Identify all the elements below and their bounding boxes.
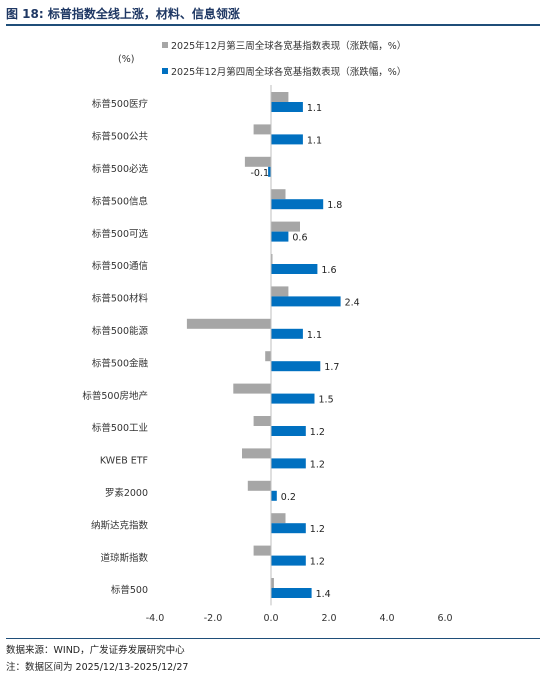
bar-week3 [186, 318, 271, 329]
bar-week3 [253, 416, 271, 426]
bar-week4 [271, 134, 303, 145]
bar-chart: (%) 2025年12月第三周全球各宽基指数表现（涨跌幅，%） 2025年12月… [82, 40, 453, 624]
legend-label-week4: 2025年12月第四周全球各宽基指数表现（涨跌幅，%） [171, 66, 406, 78]
category-label: 标普500可选 [92, 228, 149, 240]
bar-week4 [271, 199, 324, 210]
category-label: 纳斯达克指数 [91, 519, 149, 531]
bar-week4 [271, 264, 318, 274]
bar-week4 [271, 296, 341, 307]
category-label: 标普500能源 [92, 325, 149, 337]
legend-swatch-week3 [162, 42, 168, 48]
category-label: 罗素2000 [105, 487, 148, 499]
category-label: 标普500材料 [92, 293, 149, 305]
x-tick-label: 4.0 [379, 613, 394, 624]
legend-swatch-week4 [162, 68, 168, 74]
data-label: 1.2 [310, 459, 325, 470]
bar-week4 [271, 555, 306, 566]
data-label: 1.8 [327, 200, 342, 211]
data-label: 1.5 [319, 395, 334, 406]
x-tick-label: -4.0 [146, 613, 165, 624]
bar-week4 [271, 328, 303, 339]
bar-week3 [253, 124, 271, 135]
category-label: 标普500 [111, 584, 148, 596]
figure-title: 图 18: 标普指数全线上涨，材料、信息领涨 [6, 7, 240, 21]
category-label: 标普500工业 [92, 422, 148, 434]
bar-week3 [271, 92, 289, 102]
bar-week3 [271, 286, 289, 297]
x-tick-label: 6.0 [437, 613, 452, 624]
bar-week3 [253, 545, 271, 556]
category-label: 标普500信息 [92, 195, 148, 207]
data-label: 0.6 [292, 233, 307, 244]
data-label: 1.1 [307, 135, 322, 146]
bars-group [186, 92, 341, 598]
bar-week4 [271, 361, 321, 372]
data-label: 1.2 [310, 427, 325, 438]
bar-week3 [271, 221, 300, 232]
x-tick-label: 2.0 [321, 613, 336, 624]
category-labels: 标普500医疗标普500公共标普500必选标普500信息标普500可选标普500… [82, 98, 148, 596]
figure-footer: 数据来源：WIND，广发证券发展研究中心 注：数据区间为 2025/12/13-… [6, 638, 540, 676]
data-label: 1.1 [307, 330, 322, 341]
legend-label-week3: 2025年12月第三周全球各宽基指数表现（涨跌幅，%） [171, 40, 406, 52]
bar-week4 [271, 588, 312, 598]
data-label: 2.4 [345, 297, 360, 308]
bar-week4 [271, 458, 306, 469]
bar-week3 [244, 156, 271, 167]
data-label: 1.7 [324, 362, 339, 373]
range-note: 注：数据区间为 2025/12/13-2025/12/27 [6, 662, 189, 673]
bar-week3 [233, 383, 271, 394]
bar-week3 [247, 480, 271, 491]
bar-week4 [271, 231, 289, 242]
data-label: 1.6 [321, 265, 336, 276]
data-label: 0.2 [281, 492, 296, 503]
data-labels: 1.1 1.1 -0.1 1.8 0.6 1.6 2.4 1.1 1.7 1.5 1.2 1.2 0.2… [250, 103, 359, 600]
bar-week3 [265, 351, 271, 362]
data-label: 1.2 [310, 557, 325, 568]
data-label: -0.1 [250, 168, 269, 179]
unit-label: (%) [118, 54, 134, 65]
bar-week3 [242, 448, 271, 459]
data-label: 1.4 [316, 589, 331, 600]
category-label: 道琼斯指数 [100, 552, 148, 564]
bar-week3 [271, 578, 274, 588]
figure-header: 图 18: 标普指数全线上涨，材料、信息领涨 [6, 4, 540, 26]
category-label: KWEB ETF [100, 456, 148, 467]
bar-week4 [268, 166, 271, 177]
category-label: 标普500公共 [92, 131, 149, 143]
bar-week4 [271, 393, 315, 404]
x-tick-label: 0.0 [263, 613, 278, 624]
category-label: 标普500通信 [92, 260, 148, 272]
category-label: 标普500必选 [92, 163, 149, 175]
data-label: 1.1 [307, 103, 322, 114]
bar-week4 [271, 523, 306, 534]
bar-week4 [271, 426, 306, 436]
bar-week3 [271, 254, 273, 264]
category-label: 标普500房地产 [82, 390, 148, 402]
data-label: 1.2 [310, 524, 325, 535]
category-label: 标普500医疗 [92, 98, 149, 110]
bar-week4 [271, 102, 303, 112]
source-note: 数据来源：WIND，广发证券发展研究中心 [6, 645, 185, 656]
x-tick-labels: -4.0 -2.0 0.0 2.0 4.0 6.0 [146, 613, 453, 624]
bar-week3 [271, 189, 286, 200]
bar-week3 [271, 513, 286, 524]
category-label: 标普500金融 [92, 357, 149, 369]
bar-week4 [271, 490, 277, 501]
x-tick-label: -2.0 [204, 613, 223, 624]
